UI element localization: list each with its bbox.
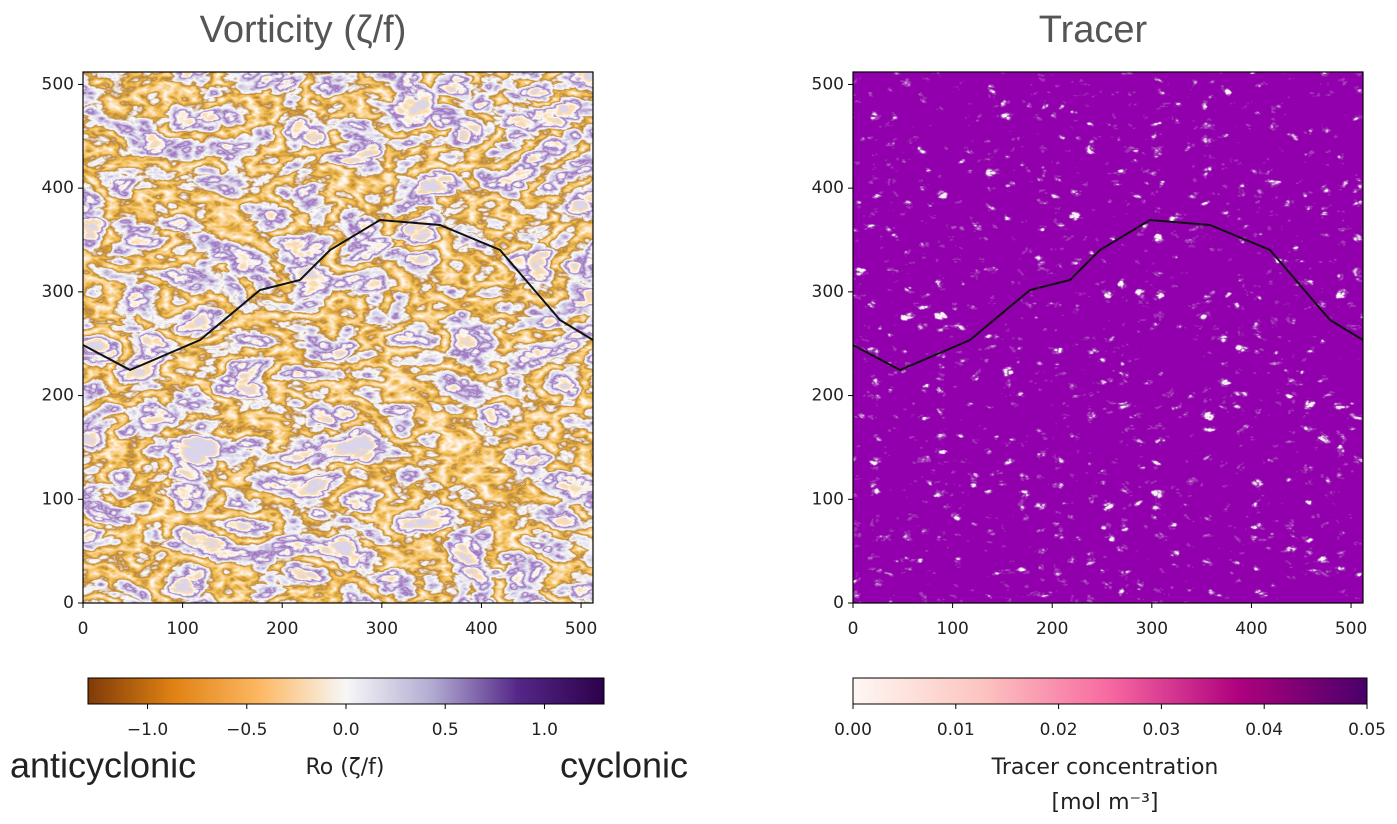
x-tick-label: 100 [936,619,968,639]
y-tick-label: 300 [42,282,74,302]
colorbar-tick-label: 0.5 [432,720,459,740]
x-tick-label: 400 [465,619,497,639]
x-tick-label: 200 [266,619,298,639]
x-tick-label: 0 [848,619,859,639]
heatmap-field [853,72,1363,603]
y-tick-label: 400 [42,178,74,198]
colorbar-tick-label: −1.0 [127,720,168,740]
y-tick-label: 100 [812,489,844,509]
x-tick-label: 200 [1036,619,1068,639]
y-tick-label: 300 [812,282,844,302]
heatmap-field [83,72,593,603]
colorbar-tick-label: 0.0 [332,720,359,740]
y-tick-label: 100 [42,489,74,509]
colorbar-tick-label: 0.05 [1348,720,1386,740]
axes-frame [852,71,1364,604]
colorbar-unit: [mol m⁻³] [1051,790,1158,815]
y-tick-label: 200 [42,386,74,406]
x-tick-label: 500 [565,619,597,639]
colorbar-tick-label: 1.0 [531,720,558,740]
x-tick-label: 300 [366,619,398,639]
axes-frame [82,71,594,604]
colorbar [852,677,1368,705]
chart-title: Vorticity (ζ/f) [200,9,407,51]
y-tick-label: 0 [833,593,844,613]
colorbar-tick-label: 0.02 [1040,720,1078,740]
colorbar [87,677,605,705]
y-tick-label: 0 [63,593,74,613]
colorbar-tick-label: 0.03 [1142,720,1180,740]
x-tick-label: 100 [166,619,198,639]
y-tick-label: 200 [812,386,844,406]
x-tick-label: 500 [1335,619,1367,639]
colorbar-tick-label: −0.5 [226,720,267,740]
colorbar-tick-label: 0.01 [937,720,975,740]
annotation: cyclonic [560,745,688,786]
y-tick-label: 400 [812,178,844,198]
y-tick-label: 500 [812,74,844,94]
front-contour [852,218,1364,372]
y-tick-label: 500 [42,74,74,94]
colorbar-label: Ro (ζ/f) [305,755,384,780]
colorbar-label: Tracer concentration [991,755,1219,780]
x-tick-label: 400 [1235,619,1267,639]
front-contour [82,218,594,372]
annotation: anticyclonic [10,745,196,786]
colorbar-tick-label: 0.04 [1245,720,1283,740]
chart-title: Tracer [1039,9,1148,51]
colorbar-tick-label: 0.00 [834,720,872,740]
x-tick-label: 300 [1136,619,1168,639]
x-tick-label: 0 [78,619,89,639]
